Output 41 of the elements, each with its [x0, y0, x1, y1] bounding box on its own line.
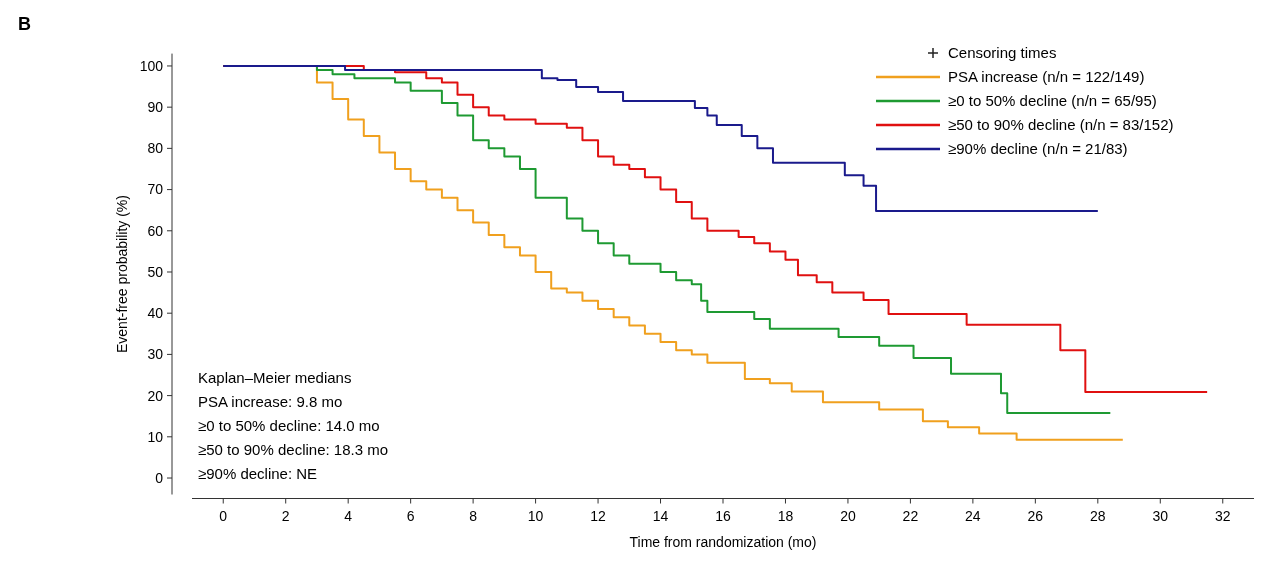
- y-tick-label: 30: [147, 346, 164, 363]
- legend-label: ≥0 to 50% decline (n/n = 65/95): [948, 92, 1157, 110]
- legend-label: ≥90% decline (n/n = 21/83): [948, 140, 1128, 158]
- annotation: ≥90% decline: NE: [198, 465, 318, 483]
- y-tick-label: 0: [155, 469, 164, 486]
- x-tick-label: 30: [1152, 507, 1169, 524]
- annotation: ≥50 to 90% decline: 18.3 mo: [198, 441, 389, 459]
- x-tick-label: 22: [902, 507, 919, 524]
- x-tick-label: 6: [406, 507, 415, 524]
- x-axis-title: Time from randomization (mo): [629, 533, 817, 550]
- text: B: [18, 14, 31, 34]
- x-tick-label: 20: [840, 507, 856, 524]
- x-tick-label: 24: [965, 507, 981, 524]
- x-tick-label: 12: [590, 507, 607, 524]
- x-tick-label: 10: [527, 507, 544, 524]
- y-tick-label: 60: [147, 222, 164, 239]
- y-tick-label: 80: [147, 140, 164, 157]
- x-tick-label: 4: [344, 507, 353, 524]
- x-tick-label: 32: [1214, 507, 1231, 524]
- x-tick-label: 18: [777, 507, 794, 524]
- x-tick-label: 28: [1090, 507, 1106, 524]
- legend-label: ≥50 to 90% decline (n/n = 83/152): [948, 116, 1174, 134]
- y-tick-label: 20: [147, 387, 164, 404]
- y-tick-label: 90: [147, 99, 164, 116]
- annotation: Censoring times: [948, 44, 1057, 62]
- y-tick-label: 50: [147, 263, 164, 280]
- y-tick-label: 10: [147, 428, 164, 445]
- x-tick-label: 8: [469, 507, 478, 524]
- annotation: Kaplan–Meier medians: [198, 369, 352, 387]
- annotation: ≥0 to 50% decline: 14.0 mo: [198, 417, 380, 435]
- x-tick-label: 0: [219, 507, 228, 524]
- x-tick-label: 16: [715, 507, 731, 524]
- y-tick-label: 100: [139, 57, 164, 74]
- x-tick-label: 14: [652, 507, 669, 524]
- y-tick-label: 40: [147, 305, 164, 322]
- legend-label: PSA increase (n/n = 122/149): [948, 68, 1145, 86]
- y-tick-label: 70: [147, 181, 164, 198]
- annotation: PSA increase: 9.8 mo: [198, 393, 343, 411]
- y-axis-title: Event-free probability (%): [114, 195, 130, 354]
- x-tick-label: 26: [1027, 507, 1044, 524]
- x-tick-label: 2: [281, 507, 290, 524]
